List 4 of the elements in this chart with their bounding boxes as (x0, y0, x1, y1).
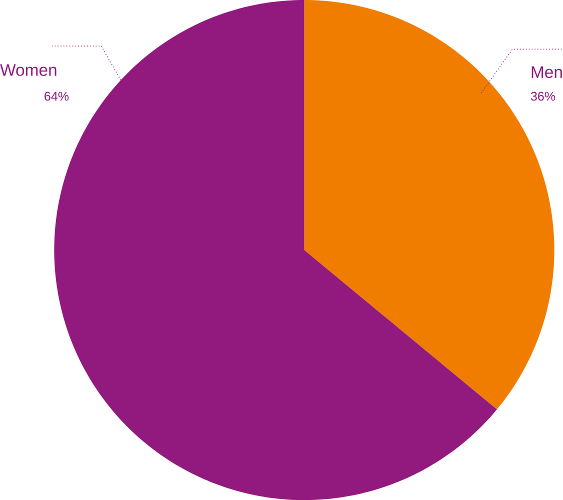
slice-label: Men (532, 66, 562, 78)
data-label: 64% (44, 92, 69, 101)
slice-label: Women (0, 64, 56, 76)
data-label: 36% (530, 92, 556, 101)
